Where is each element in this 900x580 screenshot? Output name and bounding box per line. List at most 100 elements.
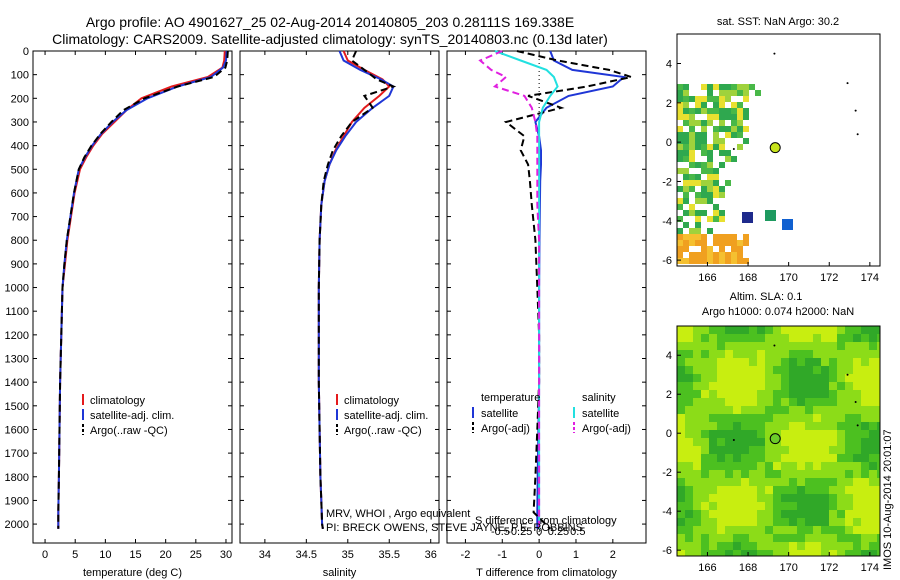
sla-cell <box>853 374 861 382</box>
sla-cell <box>877 502 880 510</box>
sst-cell <box>683 198 689 204</box>
sla-cell <box>797 414 805 422</box>
sla-cell <box>701 446 709 454</box>
sla-cell <box>741 502 749 510</box>
sla-cell <box>677 494 685 502</box>
sla-cell <box>685 478 693 486</box>
island-dot <box>854 109 857 112</box>
sst-cell <box>719 84 725 90</box>
sst-cell <box>689 108 695 114</box>
sla-cell <box>693 342 701 350</box>
x-tick-label: 0 <box>536 549 542 561</box>
sla-cell <box>773 350 781 358</box>
sla-cell <box>757 406 765 414</box>
sla-cell <box>853 526 861 534</box>
sla-cell <box>845 430 853 438</box>
sla-cell <box>717 534 725 542</box>
sla-cell <box>837 462 845 470</box>
sst-cell <box>743 96 749 102</box>
sla-cell <box>757 494 765 502</box>
sst-cell <box>683 144 689 150</box>
sla-cell <box>757 390 765 398</box>
sla-cell <box>789 510 797 518</box>
sla-cell <box>685 398 693 406</box>
sla-cell <box>781 366 789 374</box>
sla-cell <box>821 366 829 374</box>
y-tick-label: 1800 <box>5 472 29 484</box>
sst-cell <box>713 108 719 114</box>
sla-cell <box>805 470 813 478</box>
sla-cell <box>733 526 741 534</box>
sla-cell <box>837 502 845 510</box>
sla-cell <box>733 478 741 486</box>
sla-cell <box>821 438 829 446</box>
sst-cell <box>719 96 725 102</box>
sla-cell <box>821 382 829 390</box>
sla-cell <box>677 334 685 342</box>
sla-cell <box>869 358 877 366</box>
sla-cell <box>813 470 821 478</box>
sla-cell <box>717 502 725 510</box>
sst-cell <box>713 168 719 174</box>
map-frame <box>676 33 881 267</box>
sst-cell <box>701 186 707 192</box>
sla-cell <box>813 502 821 510</box>
sst-cell <box>695 102 701 108</box>
sla-cell <box>853 462 861 470</box>
sla-cell <box>701 518 709 526</box>
sla-cell <box>765 486 773 494</box>
sla-cell <box>677 430 685 438</box>
sst-cell <box>743 90 749 96</box>
sst-cell <box>737 102 743 108</box>
sla-cell <box>861 342 869 350</box>
series-line <box>494 50 559 529</box>
sla-cell <box>693 534 701 542</box>
sla-cell <box>733 398 741 406</box>
sla-cell <box>733 414 741 422</box>
sla-cell <box>781 326 789 334</box>
sla-cell <box>797 454 805 462</box>
map-y-tick-label: -2 <box>662 467 672 479</box>
legend-label: satellite <box>582 408 619 420</box>
sla-cell <box>685 454 693 462</box>
sla-cell <box>813 326 821 334</box>
sst-cell <box>695 258 701 264</box>
sst-cell <box>713 192 719 198</box>
sla-cell <box>717 390 725 398</box>
sla-cell <box>749 422 757 430</box>
sla-cell <box>733 382 741 390</box>
sst-cell <box>719 246 725 252</box>
sla-cell <box>869 350 877 358</box>
sla-cell <box>733 542 741 550</box>
sla-cell <box>741 478 749 486</box>
sst-cell <box>725 96 731 102</box>
sst-cell <box>683 90 689 96</box>
sst-cell <box>695 210 701 216</box>
sst-cell <box>701 150 707 156</box>
sla-cell <box>853 542 861 550</box>
sla-cell <box>725 494 733 502</box>
sla-cell <box>677 454 685 462</box>
sla-cell <box>709 398 717 406</box>
sla-cell <box>693 406 701 414</box>
sla-cell <box>741 398 749 406</box>
sla-cell <box>869 430 877 438</box>
sla-cell <box>837 542 845 550</box>
sla-cell <box>837 406 845 414</box>
sla-cell <box>709 430 717 438</box>
sla-map-title: Altim. SLA: 0.1 <box>730 291 803 303</box>
sla-cell <box>685 342 693 350</box>
sla-cell <box>837 518 845 526</box>
sst-cell <box>707 168 713 174</box>
sla-cell <box>829 358 837 366</box>
sla-cell <box>829 542 837 550</box>
sst-cell <box>689 258 695 264</box>
sst-cell <box>689 150 695 156</box>
sla-cell <box>741 454 749 462</box>
sla-cell <box>781 502 789 510</box>
sla-cell <box>805 334 813 342</box>
sla-cell <box>757 486 765 494</box>
sst-cell <box>701 234 707 240</box>
sla-cell <box>781 526 789 534</box>
map-x-tick-label: 172 <box>820 272 838 284</box>
